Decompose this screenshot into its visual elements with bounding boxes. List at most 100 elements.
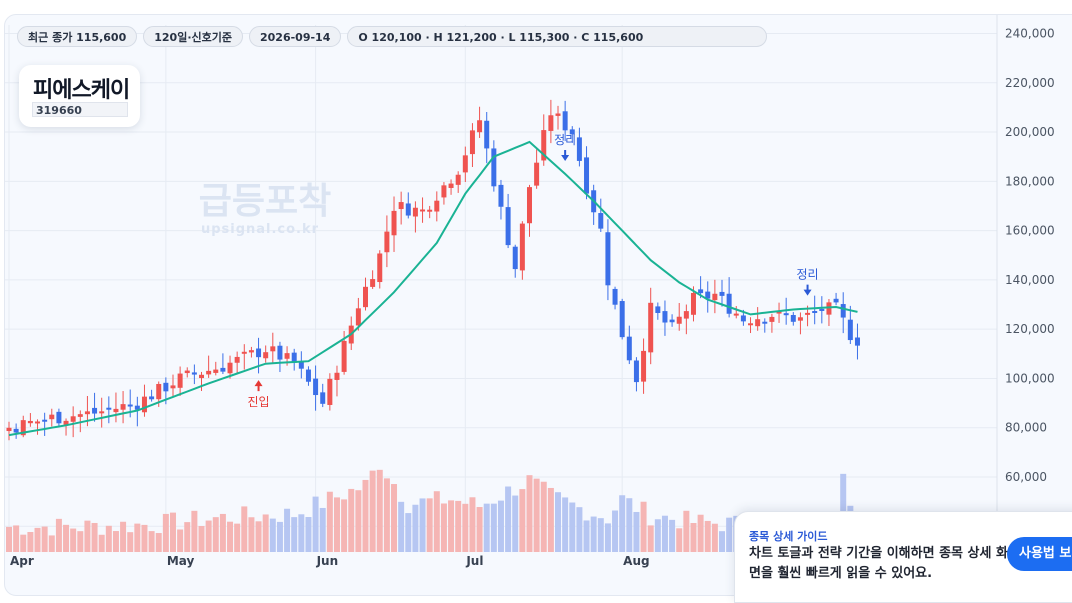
down-arrow-icon — [803, 284, 812, 296]
candle-body — [633, 360, 639, 383]
volume-bar — [27, 531, 34, 552]
candle-body — [584, 157, 590, 194]
volume-bar — [683, 510, 690, 552]
close-price-pill: 최근 종가 115,600 — [17, 26, 138, 47]
volume-bar — [505, 486, 512, 552]
volume-bar — [262, 514, 269, 552]
volume-bar — [462, 503, 469, 552]
candle-body — [341, 340, 347, 372]
candle-body — [199, 374, 205, 379]
volume-bar — [640, 501, 647, 552]
candle-body — [648, 302, 654, 353]
candle-body — [184, 370, 190, 374]
candle-body — [854, 337, 860, 346]
volume-bar — [362, 479, 369, 552]
candle-body — [605, 232, 611, 286]
volume-bar — [476, 507, 483, 552]
candle-body — [491, 148, 497, 187]
candle-body — [141, 396, 147, 413]
volume-bar — [312, 496, 319, 552]
candle-body — [270, 346, 276, 352]
candle-body — [626, 336, 632, 361]
volume-bar — [55, 518, 62, 552]
volume-bar — [105, 525, 112, 552]
candle-body — [484, 120, 490, 149]
candle-body — [42, 419, 48, 422]
candle-body — [334, 372, 340, 380]
candle-body — [726, 293, 732, 314]
volume-bar — [540, 481, 547, 552]
volume-bar — [355, 490, 362, 552]
y-tick-label: 160,000 — [1005, 224, 1055, 238]
candle-body — [6, 427, 12, 432]
candle-body — [263, 352, 269, 359]
guide-button[interactable]: 사용법 보기 — [1007, 537, 1072, 571]
candle-body — [398, 202, 404, 210]
volume-bar — [669, 519, 676, 552]
volume-bar — [298, 514, 305, 552]
volume-bar — [626, 498, 633, 552]
exit-marker: 정리 — [554, 133, 576, 161]
candle-body — [441, 185, 447, 198]
volume-bar — [112, 531, 119, 552]
volume-bar — [141, 524, 148, 552]
volume-bar — [483, 503, 490, 552]
candle-body — [191, 372, 197, 375]
volume-bar — [533, 478, 540, 552]
candle-body — [733, 313, 739, 316]
volume-bars — [6, 469, 861, 552]
volume-bar — [348, 488, 355, 552]
candle-body — [234, 356, 240, 363]
period-pill[interactable]: 120일·신호기준 — [143, 26, 243, 47]
candle-body — [797, 317, 803, 321]
volume-bar — [77, 531, 84, 552]
candle-body — [35, 421, 41, 424]
volume-bar — [134, 523, 141, 552]
candle-body — [120, 404, 126, 410]
y-tick-label: 180,000 — [1005, 174, 1055, 188]
candle-body — [612, 288, 618, 305]
volume-bar — [276, 521, 283, 552]
volume-bar — [191, 510, 198, 552]
stock-card: 피에스케이 319660 — [19, 65, 140, 127]
y-tick-label: 120,000 — [1005, 322, 1055, 336]
candle-body — [56, 411, 62, 424]
volume-bar — [177, 529, 184, 552]
volume-bar — [647, 525, 654, 552]
y-tick-label: 200,000 — [1005, 125, 1055, 139]
x-tick-label: May — [167, 554, 195, 568]
volume-bar — [162, 513, 169, 552]
y-tick-label: 100,000 — [1005, 371, 1055, 385]
chart-frame: 급등포착 upsignal.co.kr 240,000 220,000 200,000 1… — [4, 14, 1072, 596]
volume-bar — [148, 531, 155, 552]
candle-body — [320, 392, 326, 404]
candle-body — [213, 369, 219, 373]
volume-bar — [6, 526, 12, 552]
volume-bar — [305, 517, 312, 552]
candle-body — [676, 316, 682, 324]
stock-code: 319660 — [32, 102, 128, 117]
volume-bar — [169, 512, 176, 552]
candle-body — [819, 308, 825, 311]
volume-bar — [426, 498, 433, 552]
volume-bar — [248, 517, 255, 552]
candle-body — [462, 155, 468, 173]
volume-bar — [569, 502, 576, 552]
volume-bar — [155, 533, 162, 552]
y-tick-label: 60,000 — [1005, 470, 1047, 484]
candle-body — [805, 312, 811, 315]
candle-body — [291, 352, 297, 363]
volume-bar — [120, 521, 127, 552]
candle-body — [641, 350, 647, 382]
volume-bar — [198, 526, 205, 552]
volume-bar — [604, 523, 611, 552]
candle-body — [391, 210, 397, 236]
volume-bar — [697, 514, 704, 552]
candle-body — [534, 162, 540, 186]
volume-bar — [219, 513, 226, 552]
volume-bar — [63, 524, 70, 552]
candle-body — [619, 301, 625, 338]
candle-body — [327, 378, 333, 405]
volume-bar — [41, 526, 48, 552]
